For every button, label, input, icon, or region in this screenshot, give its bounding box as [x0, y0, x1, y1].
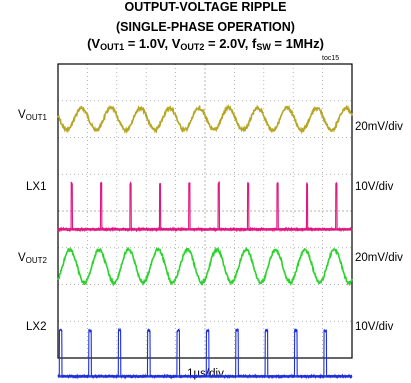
- figure-id: toc15: [322, 55, 340, 62]
- chart-conditions: (VOUT1 = 1.0V, VOUT2 = 2.0V, fSW = 1MHz): [87, 36, 324, 52]
- channel-scale-vout1: 20mV/div: [355, 121, 403, 133]
- channel-label-vout2: VOUT2: [18, 252, 48, 265]
- channel-scale-vout2: 20mV/div: [355, 252, 403, 264]
- trace-vout2: [57, 246, 353, 287]
- chart-subtitle: (SINGLE-PHASE OPERATION): [116, 20, 295, 34]
- trace-vout1: [57, 104, 353, 135]
- channel-scale-lx1: 10V/div: [355, 181, 394, 193]
- channel-label-lx1: LX1: [26, 181, 47, 193]
- channel-scale-lx2: 10V/div: [355, 321, 394, 333]
- chart-title: OUTPUT-VOLTAGE RIPPLE: [124, 0, 287, 14]
- channel-label-vout1: VOUT1: [18, 109, 48, 122]
- channel-label-lx2: LX2: [26, 321, 47, 333]
- plot-frame: [57, 63, 353, 359]
